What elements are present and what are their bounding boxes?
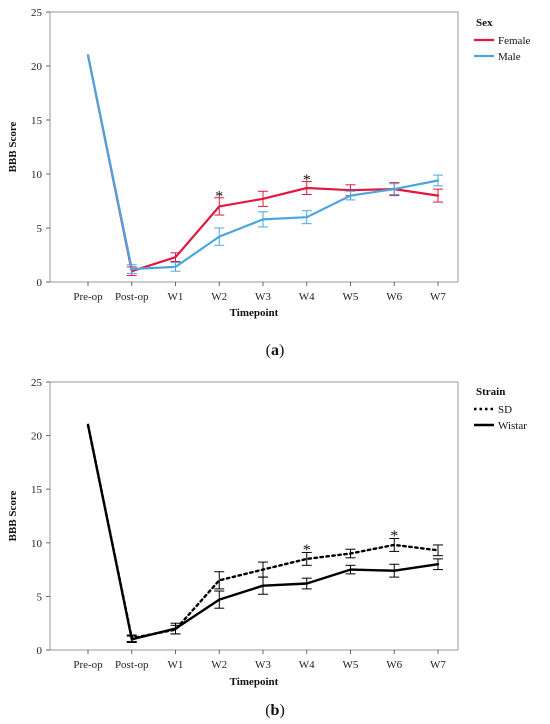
y-tick-label: 0 [37, 645, 43, 657]
y-axis-label: BBB Score [7, 121, 19, 172]
x-tick-label: W1 [168, 659, 184, 671]
x-tick-label: W7 [430, 291, 446, 303]
x-tick-label: W3 [255, 659, 271, 671]
legend-title: Sex [476, 17, 493, 29]
y-tick-label: 25 [31, 7, 43, 19]
panel-label: (a) [266, 342, 285, 359]
plot-frame [49, 381, 459, 651]
x-axis-label: Timepoint [230, 307, 279, 319]
y-tick-label: 5 [37, 591, 43, 603]
x-tick-label: W1 [168, 291, 184, 303]
series-line-female [86, 54, 440, 273]
y-tick-label: 15 [31, 115, 43, 127]
significance-marker: * [390, 528, 398, 545]
chart-b: 0 5 10 15 20 25 Pre-op Post-op W1 W2 W3 W4 W5 W6 W7 Tim… [7, 377, 527, 719]
x-tick-label: W4 [299, 659, 315, 671]
y-tick-label: 10 [31, 169, 43, 181]
legend-label-sd: SD [498, 404, 512, 416]
x-tick-label: Pre-op [73, 291, 103, 303]
x-tick-label: Post-op [115, 291, 149, 303]
significance-marker: * [303, 172, 311, 189]
y-tick-label: 25 [31, 377, 43, 389]
series-line-sd [86, 423, 440, 640]
panel-label: (b) [265, 702, 285, 719]
x-tick-label: Pre-op [73, 659, 103, 671]
y-tick-label: 0 [37, 277, 43, 289]
series-line-male [86, 54, 440, 271]
legend-label-wistar: Wistar [498, 420, 527, 432]
y-tick-label: 5 [37, 223, 43, 235]
x-tick-label: W2 [211, 291, 227, 303]
x-tick-label: W5 [343, 291, 359, 303]
x-tick-label: W6 [386, 291, 402, 303]
legend-label-male: Male [498, 51, 521, 63]
y-tick-label: 15 [31, 484, 43, 496]
x-tick-label: W4 [299, 291, 315, 303]
x-axis-label: Timepoint [230, 676, 279, 688]
y-tick-label: 20 [31, 61, 43, 73]
series-line-wistar [86, 423, 440, 641]
x-tick-label: W7 [430, 659, 446, 671]
x-tick-label: W3 [255, 291, 271, 303]
x-tick-label: Post-op [115, 659, 149, 671]
x-tick-label: W6 [386, 659, 402, 671]
significance-marker: * [215, 188, 223, 205]
legend-label-female: Female [498, 35, 530, 47]
x-tick-label: W2 [211, 659, 227, 671]
chart-a: 0 5 10 15 20 25 Pre-op Post-op W1 W2 W3 W4 W5 W6 W7 Tim… [7, 7, 530, 359]
legend-title: Strain [476, 386, 505, 398]
y-tick-label: 10 [31, 538, 43, 550]
plot-frame [49, 11, 459, 283]
significance-marker: * [303, 542, 311, 559]
y-axis-label: BBB Score [7, 490, 19, 541]
y-tick-label: 20 [31, 431, 43, 443]
x-tick-label: W5 [343, 659, 359, 671]
